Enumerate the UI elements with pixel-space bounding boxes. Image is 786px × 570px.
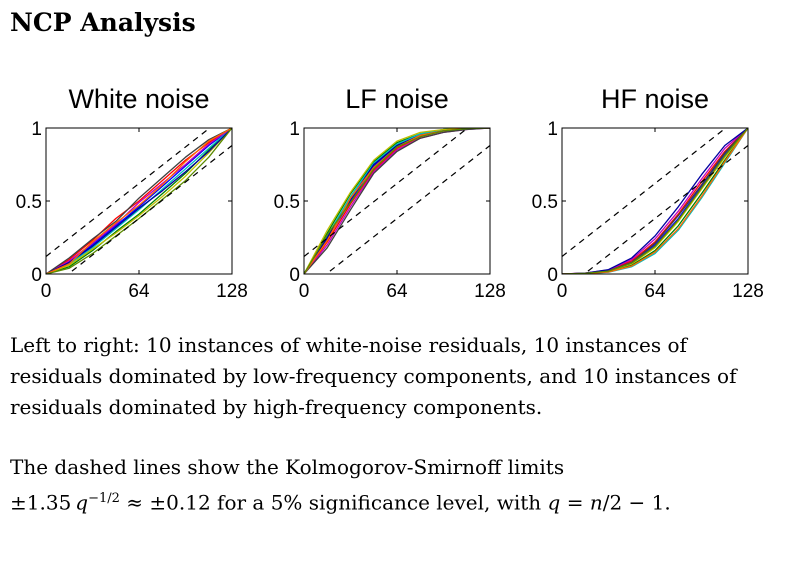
chart-panel-1: White noise 0 64 128 0 0.5 1 [16, 84, 248, 302]
chart-panel-3: HF noise 0 64 128 0 0.5 1 [532, 84, 764, 302]
y-tick-label: 0.5 [274, 192, 300, 213]
caption-p2-approx: ≈ ±0.12 for a 5% significance level, wit… [119, 490, 548, 515]
caption-p2-exp: −1/2 [88, 491, 120, 506]
series-line [46, 128, 232, 274]
x-tick-label: 64 [644, 281, 666, 302]
caption-paragraph-1: Left to right: 10 instances of white-noi… [10, 333, 737, 419]
series-line [562, 128, 748, 274]
caption-p2-rest: /2 − 1. [602, 490, 671, 515]
ks-lower-limit-line [583, 145, 748, 274]
y-tick-label: 0.5 [532, 192, 558, 213]
ks-upper-limit-line [562, 128, 727, 257]
caption-p2-intro: The dashed lines show the Kolmogorov-Smi… [10, 455, 565, 479]
ks-upper-limit-line [304, 128, 469, 257]
chart-title: HF noise [601, 84, 709, 114]
y-tick-label: 0 [289, 265, 300, 286]
chart-title: LF noise [345, 84, 449, 114]
chart-lines [562, 128, 748, 274]
chart-lines [304, 128, 490, 274]
y-tick-label: 0 [31, 265, 42, 286]
series-line [46, 128, 232, 274]
chart-title: White noise [68, 84, 209, 114]
series-line [304, 128, 490, 274]
ks-upper-limit-line [46, 128, 211, 257]
ks-lower-limit-line [67, 145, 232, 274]
caption-paragraph-2: The dashed lines show the Kolmogorov-Smi… [10, 452, 780, 519]
y-tick-label: 1 [289, 119, 300, 140]
y-tick-label: 1 [547, 119, 558, 140]
y-tick-label: 0 [547, 265, 558, 286]
x-tick-label: 0 [41, 281, 52, 302]
series-line [46, 128, 232, 274]
x-tick-label: 128 [474, 281, 506, 302]
x-tick-label: 0 [557, 281, 568, 302]
ncp-charts: White noise 0 64 128 0 0.5 1 LF noise 0 64 128 0 0.5… [0, 80, 786, 310]
series-line [46, 128, 232, 274]
ncp-charts-svg: White noise 0 64 128 0 0.5 1 LF noise 0 64 128 0 0.5… [16, 84, 764, 302]
x-tick-label: 0 [299, 281, 310, 302]
ks-lower-limit-line [325, 145, 490, 274]
page-title: NCP Analysis [10, 8, 196, 37]
caption-p2-eq: = [560, 490, 590, 515]
series-line [46, 128, 232, 274]
series-line [304, 128, 490, 274]
caption-p2-n: n [589, 490, 603, 515]
caption-p2-q: q [75, 490, 89, 515]
caption-p2-pm: ±1.35 [10, 490, 72, 515]
caption-p2-q2: q [547, 490, 561, 515]
series-line [304, 128, 490, 274]
x-tick-label: 64 [128, 281, 150, 302]
x-tick-label: 128 [732, 281, 764, 302]
chart-panel-2: LF noise 0 64 128 0 0.5 1 [274, 84, 506, 302]
x-tick-label: 64 [386, 281, 408, 302]
y-tick-label: 0.5 [16, 192, 42, 213]
y-tick-label: 1 [31, 119, 42, 140]
chart-lines [46, 128, 232, 274]
series-line [46, 128, 232, 274]
x-tick-label: 128 [216, 281, 248, 302]
series-line [562, 128, 748, 274]
